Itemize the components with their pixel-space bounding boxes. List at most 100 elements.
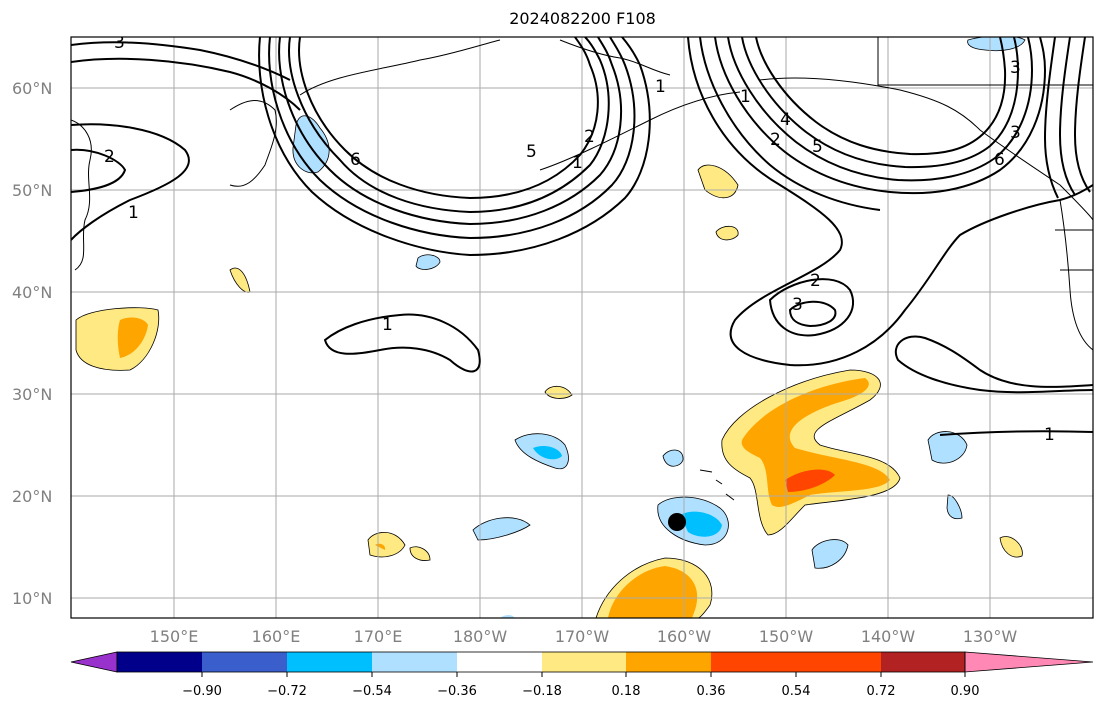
siberia-coast (299, 39, 501, 96)
contour-line (1058, 37, 1076, 196)
contour-label: 2 (584, 127, 595, 147)
colorbar-tick-label: 0.18 (612, 684, 641, 699)
colorbar-segment (457, 652, 542, 672)
lon-label: 170°W (555, 627, 610, 646)
contour-line (939, 430, 1093, 436)
coastlines (71, 37, 1093, 501)
colorbar-segment (287, 652, 372, 672)
neg-anomaly-blob (472, 517, 531, 541)
pos-anomaly-peak (785, 469, 835, 492)
colorbar-tick-label: −0.18 (522, 684, 562, 699)
contour-label: 1 (655, 77, 666, 97)
contour-label: 4 (780, 110, 791, 130)
colorbar-tick-label: −0.36 (437, 684, 477, 699)
colorbar-tick-label: 0.54 (782, 684, 811, 699)
neg-anomaly-core (680, 511, 722, 537)
lat-label: 40°N (12, 283, 52, 302)
lon-label: 130°W (963, 627, 1018, 646)
contour-line (768, 278, 855, 337)
contour-line (278, 37, 622, 226)
shading-layer (75, 37, 1026, 618)
pos-anomaly-blob (544, 385, 573, 399)
contour-label: 1 (382, 315, 393, 335)
colorbar-segment (881, 652, 965, 672)
contour-line (71, 148, 127, 193)
neg-anomaly-blob (811, 539, 849, 569)
colorbar-segment (372, 652, 457, 672)
border-line (877, 37, 1093, 86)
neg-anomaly-blob (946, 494, 963, 520)
colorbar-extend-min (70, 651, 118, 673)
lon-label: 170°E (354, 627, 403, 646)
neg-anomaly-blob (967, 37, 1026, 52)
contour-line (741, 37, 1020, 169)
contour-line (699, 37, 881, 211)
colorbar-tick-label: 0.90 (951, 684, 980, 699)
contour-line (268, 37, 636, 240)
longitude-labels: 150°E 160°E 170°E 180°W 170°W 160°W 150°… (150, 627, 1018, 646)
colorbar-segment (626, 652, 711, 672)
gulf-of-alaska-coast (759, 77, 1093, 221)
lat-label: 50°N (12, 181, 52, 200)
latitude-labels: 60°N 50°N 40°N 30°N 20°N 10°N (12, 79, 52, 608)
contour-line (755, 37, 1007, 156)
contour-line (323, 313, 481, 373)
lon-label: 140°W (861, 627, 916, 646)
contour-label: 3 (114, 33, 125, 53)
contour-label: 3 (1010, 123, 1021, 143)
north-america-west-coast (1059, 199, 1093, 351)
contour-label: 3 (1010, 58, 1021, 78)
pos-anomaly-core (608, 566, 698, 618)
contour-label: 1 (1044, 425, 1055, 445)
contour-line (714, 37, 1047, 195)
contour-line (1043, 37, 1059, 199)
lat-label: 60°N (12, 79, 52, 98)
contour-line (727, 37, 1034, 182)
contour-line (298, 37, 599, 200)
map-title: 2024082200 F108 (509, 9, 656, 28)
contour-line (71, 123, 190, 241)
lat-label: 20°N (12, 487, 52, 506)
neg-anomaly-blob (415, 254, 441, 270)
colorbar-extend-max (964, 651, 1094, 673)
contour-line (71, 57, 301, 111)
colorbar-outline (116, 651, 966, 673)
contour-label: 1 (128, 203, 139, 223)
lon-label: 180°W (453, 627, 508, 646)
contour-label: 1 (572, 153, 583, 173)
contour-line (71, 41, 291, 81)
lon-label: 150°W (759, 627, 814, 646)
neg-anomaly-blob (662, 449, 684, 467)
neg-anomaly-blob (927, 431, 968, 464)
colorbar-segment (711, 652, 796, 672)
colorbar-tick-label: −0.54 (352, 684, 392, 699)
contour-label: 5 (526, 142, 537, 162)
contour-label-group: 3 2 1 1 2 3 5 6 5 4 2 1 1 3 6 2 3 1 1 (104, 33, 1055, 445)
lon-label: 160°E (252, 627, 301, 646)
alaska-west-coast (559, 39, 671, 76)
pos-anomaly-blob (715, 225, 739, 241)
colorbar-tick-label: 0.36 (697, 684, 726, 699)
colorbar-segment (117, 652, 202, 672)
contour-line (258, 37, 651, 257)
colorbar-segment (796, 652, 881, 672)
pos-anomaly-blob (999, 536, 1023, 558)
contours (71, 37, 1093, 436)
neg-anomaly-core (533, 445, 562, 460)
contour-line (1073, 37, 1091, 193)
colorbar-segment (202, 652, 287, 672)
lon-label: 160°W (657, 627, 712, 646)
contour-label: 6 (994, 150, 1005, 170)
colorbar: −0.90 −0.72 −0.54 −0.36 −0.18 0.18 0.36 … (70, 651, 1094, 699)
neg-anomaly-blob (500, 615, 515, 618)
contour-line (687, 37, 1093, 367)
colorbar-tick-label: −0.72 (267, 684, 307, 699)
contour-label: 2 (810, 271, 821, 291)
contour-line (788, 300, 837, 328)
pos-anomaly-blob (409, 546, 431, 561)
contour-label: 1 (740, 87, 751, 107)
contour-label: 3 (792, 295, 803, 315)
lat-label: 30°N (12, 385, 52, 404)
pos-anomaly-core (117, 317, 148, 358)
